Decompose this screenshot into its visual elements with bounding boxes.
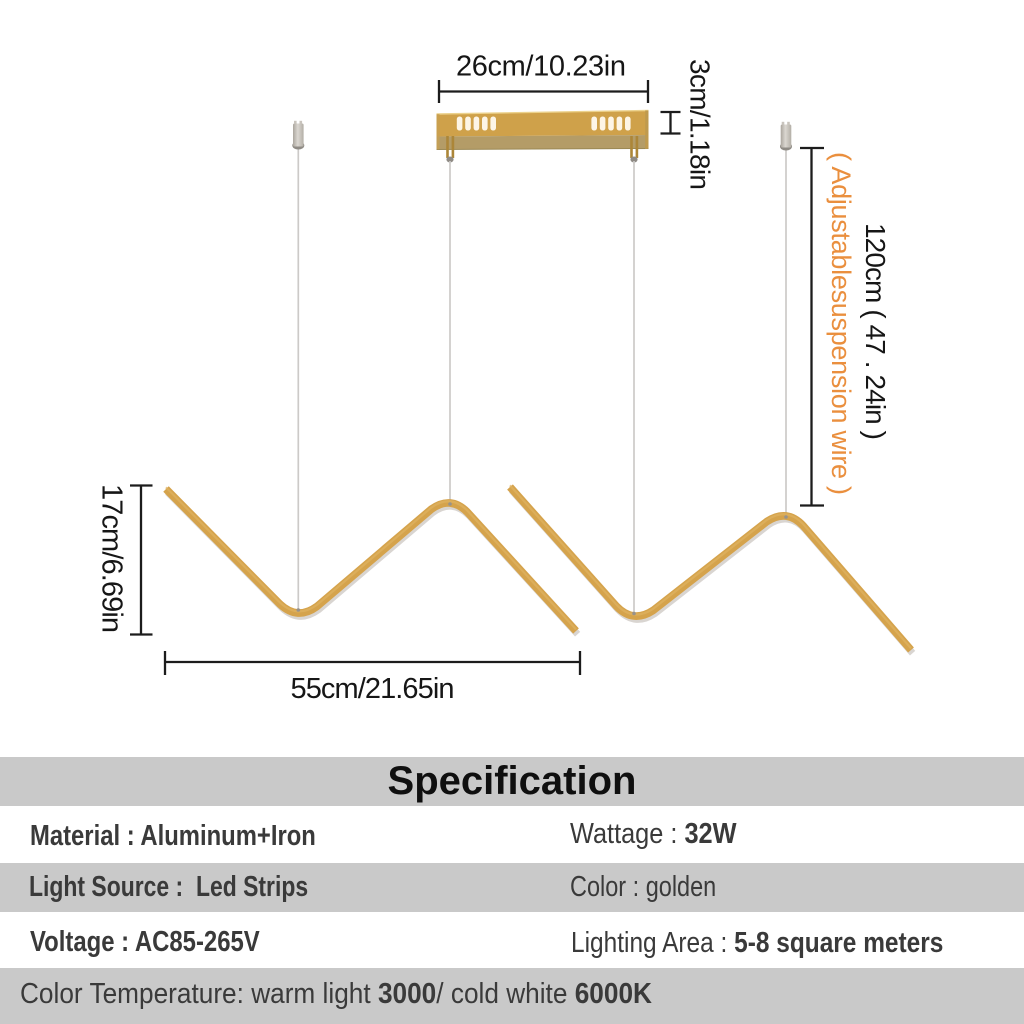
svg-text:26cm/10.23in: 26cm/10.23in xyxy=(456,51,626,83)
svg-text:( Adjustablesuspension wire ): ( Adjustablesuspension wire ) xyxy=(826,152,856,495)
svg-text:55cm/21.65in: 55cm/21.65in xyxy=(291,673,455,705)
svg-text:17cm/6.69in: 17cm/6.69in xyxy=(96,484,128,633)
svg-text:120cm ( 47 . 24in ): 120cm ( 47 . 24in ) xyxy=(860,223,891,440)
svg-text:3cm/1.18in: 3cm/1.18in xyxy=(685,59,716,190)
